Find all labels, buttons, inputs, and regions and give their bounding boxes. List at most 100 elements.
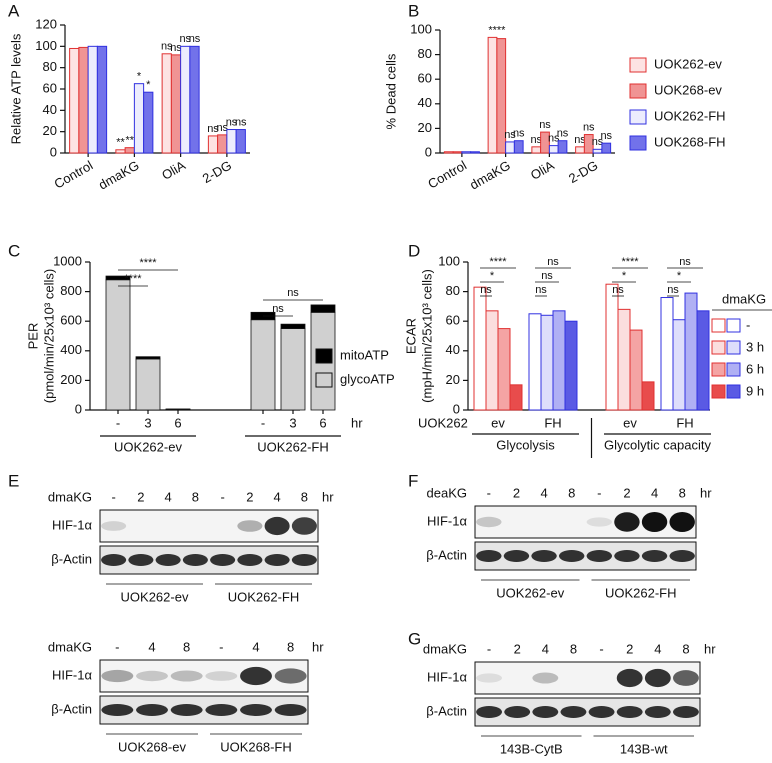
- significance-label: ns: [547, 256, 559, 268]
- lane-label: 8: [183, 639, 190, 654]
- bar-segment: [135, 356, 161, 360]
- significance-label: ns: [170, 42, 182, 54]
- x-tick-label: Control: [52, 158, 96, 192]
- bar: [540, 131, 550, 154]
- bar: [161, 53, 172, 154]
- band: [237, 520, 263, 532]
- bar: [452, 151, 463, 154]
- y-tick-label: 100: [410, 21, 432, 36]
- band: [476, 673, 502, 683]
- legend-label: 9 h: [746, 383, 764, 398]
- legend-swatch: [315, 372, 333, 388]
- legend-swatch: [315, 348, 333, 364]
- band: [274, 704, 307, 716]
- bar: [470, 151, 480, 154]
- x-tick-label: 6: [174, 415, 181, 430]
- significance-label: ns: [539, 119, 551, 131]
- blot-strip: [99, 659, 309, 693]
- x-tick-label: ev: [491, 415, 505, 430]
- legend-swatch: [711, 362, 726, 377]
- bar: [485, 310, 499, 411]
- bar: [180, 45, 191, 154]
- legend-swatch: [711, 384, 726, 399]
- y-axis-label: ECAR: [403, 318, 418, 354]
- bar: [96, 45, 108, 154]
- panel-letter: E: [8, 471, 19, 490]
- lane-label: 8: [568, 485, 575, 500]
- group-label: UOK262-ev: [496, 585, 564, 600]
- significance-label: *: [677, 270, 682, 282]
- lane-label: 8: [679, 485, 686, 500]
- legend-title: dmaKG: [722, 291, 766, 306]
- significance-label: ns: [535, 284, 547, 296]
- y-tick-label: 80: [43, 59, 57, 74]
- group-label: UOK262-ev: [121, 589, 189, 604]
- x-tick-label: 3: [144, 415, 151, 430]
- x-tick-label: 3: [289, 415, 296, 430]
- x-tick-label: Control: [425, 158, 469, 192]
- y-axis-label: % Dead cells: [383, 53, 398, 129]
- lane-label: -: [487, 485, 491, 500]
- legend-swatch: [629, 83, 647, 99]
- bar: [143, 91, 154, 154]
- y-tick-label: 80: [418, 46, 432, 61]
- band: [560, 706, 587, 718]
- band: [614, 512, 640, 532]
- band: [291, 517, 317, 535]
- bar: [531, 146, 542, 154]
- significance-label: ****: [489, 256, 507, 268]
- band: [586, 550, 613, 562]
- significance-label: *: [622, 270, 627, 282]
- significance-label: ns: [541, 270, 553, 282]
- x-tick-label: 6: [319, 415, 326, 430]
- band: [101, 554, 127, 566]
- band: [240, 666, 272, 686]
- band: [673, 670, 699, 686]
- group-label: 143B-CytB: [500, 741, 563, 756]
- treatment-label: dmaKG: [423, 641, 467, 656]
- y-axis-label: (pmol/min/25x10³ cells): [41, 269, 56, 403]
- bar: [115, 149, 126, 154]
- band: [291, 554, 317, 566]
- legend-label: UOK268-ev: [654, 82, 722, 97]
- bar-segment: [250, 319, 276, 411]
- y-tick-label: 60: [43, 80, 57, 95]
- significance-label: **: [125, 135, 134, 147]
- row-label: β-Actin: [51, 551, 92, 566]
- legend-label: mitoATP: [340, 347, 389, 362]
- significance-label: ****: [139, 257, 157, 269]
- band: [644, 706, 671, 718]
- group-label: UOK268-ev: [118, 739, 186, 754]
- significance-label: ns: [548, 133, 560, 145]
- significance-label: ns: [667, 284, 679, 296]
- significance-label: ns: [287, 287, 299, 299]
- y-tick-label: 20: [418, 120, 432, 135]
- band: [531, 550, 557, 562]
- bar: [513, 140, 524, 154]
- bar: [564, 320, 578, 411]
- bar-segment: [280, 328, 306, 411]
- lane-label: 8: [570, 641, 577, 656]
- y-tick-label: 200: [60, 372, 82, 387]
- y-tick-label: 120: [35, 16, 57, 31]
- band: [504, 706, 531, 718]
- panel-letter: G: [408, 629, 421, 648]
- lane-label: -: [111, 489, 115, 504]
- band: [182, 554, 208, 566]
- bar: [540, 314, 554, 411]
- legend-swatch: [726, 362, 741, 377]
- band: [614, 550, 640, 562]
- significance-label: ns: [583, 121, 595, 133]
- significance-label: ****: [621, 256, 639, 268]
- lane-label: 4: [542, 641, 549, 656]
- bar: [487, 36, 498, 154]
- band: [136, 670, 168, 682]
- bar: [497, 328, 511, 411]
- bar: [207, 135, 219, 154]
- bar: [641, 381, 655, 411]
- bar: [217, 134, 228, 154]
- bar: [226, 129, 237, 154]
- bar: [629, 329, 643, 411]
- y-tick-label: 20: [446, 372, 460, 387]
